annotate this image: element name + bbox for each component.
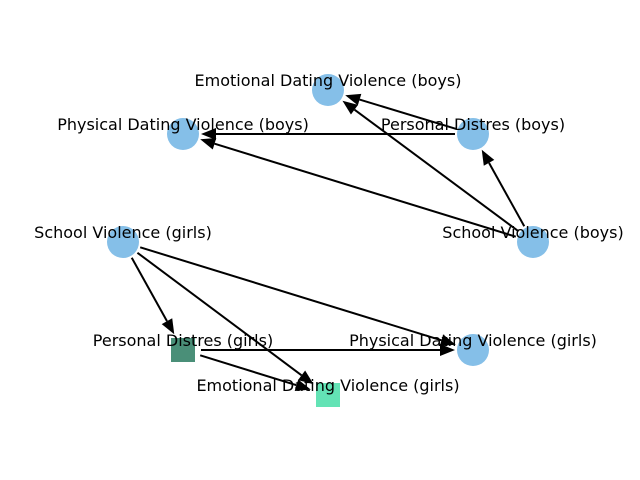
arrowhead-icon: [297, 370, 314, 385]
arrowhead-icon: [440, 344, 455, 356]
edge-sv-boys-to-pd-boys: [481, 149, 526, 227]
arrowhead-icon: [439, 334, 456, 347]
node-label-sv-girls: School Violence (girls): [34, 223, 212, 242]
labels-layer: Emotional Dating Violence (boys) Physical…: [34, 71, 624, 395]
edge-pd-boys-to-edv-boys: [345, 93, 457, 130]
node-edv-boys: [312, 74, 344, 106]
node-label-edv-boys: Emotional Dating Violence (boys): [195, 71, 462, 90]
edges-layer: [130, 93, 526, 391]
edge-sv-girls-to-pd-girls: [130, 257, 175, 335]
edge-line: [139, 246, 442, 342]
node-sv-girls: [107, 226, 139, 258]
nodes-layer: [107, 74, 549, 407]
arrowhead-icon: [294, 379, 311, 391]
edge-sv-boys-to-edv-boys: [342, 100, 520, 233]
edge-line: [359, 98, 457, 130]
node-label-edv-girls: Emotional Dating Violence (girls): [196, 376, 459, 395]
edge-line: [136, 251, 303, 377]
edge-sv-boys-to-pdv-boys: [200, 137, 517, 238]
arrowhead-icon: [345, 93, 362, 106]
node-edv-girls: [316, 383, 340, 407]
edge-sv-girls-to-pdv-girls: [139, 246, 456, 347]
edge-line: [353, 108, 520, 233]
node-label-pdv-boys: Physical Dating Violence (boys): [57, 115, 309, 134]
arrowhead-icon: [201, 128, 216, 140]
arrowhead-icon: [200, 137, 217, 150]
edge-line: [488, 162, 526, 227]
arrowhead-icon: [481, 149, 495, 166]
node-label-pd-boys: Personal Distres (boys): [381, 115, 565, 134]
node-pdv-girls: [457, 334, 489, 366]
edge-pd-girls-to-edv-girls: [199, 354, 311, 391]
arrowhead-icon: [342, 100, 359, 115]
edge-line: [199, 354, 297, 387]
edge-sv-girls-to-edv-girls: [136, 251, 314, 385]
node-label-pd-girls: Personal Distres (girls): [93, 331, 273, 350]
edge-pd-girls-to-pdv-girls: [201, 344, 455, 356]
node-label-pdv-girls: Physical Dating Violence (girls): [349, 331, 597, 350]
node-pd-boys: [457, 118, 489, 150]
node-label-sv-boys: School Violence (boys): [442, 223, 623, 242]
edge-line: [214, 142, 517, 238]
edge-pd-boys-to-pdv-boys: [201, 128, 455, 140]
node-pdv-boys: [167, 118, 199, 150]
node-sv-boys: [517, 226, 549, 258]
edge-line: [130, 257, 168, 322]
node-pd-girls: [171, 338, 195, 362]
arrowhead-icon: [161, 318, 175, 335]
